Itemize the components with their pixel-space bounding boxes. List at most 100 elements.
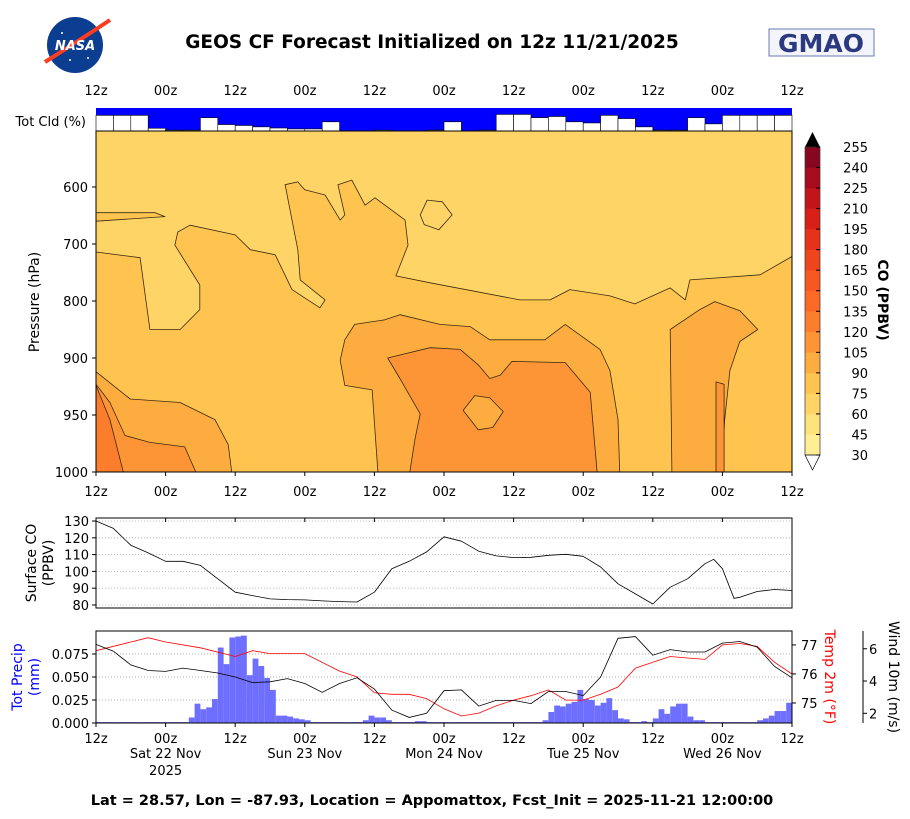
colorbar-segment bbox=[805, 270, 820, 292]
cloud-axis-label: Tot Cld (%) bbox=[15, 115, 86, 130]
cloud-bar bbox=[617, 118, 636, 132]
precip-bar bbox=[235, 636, 241, 723]
time-tick-label: 00z bbox=[711, 485, 735, 500]
top-time-tick-label: 12z bbox=[780, 84, 804, 99]
nasa-logo: NASA bbox=[43, 17, 112, 73]
precip-bar bbox=[304, 720, 311, 723]
cloud-bar bbox=[756, 115, 775, 132]
time-tick-label: 12z bbox=[363, 732, 387, 747]
precip-bar bbox=[275, 715, 282, 723]
precip-bar bbox=[618, 718, 624, 723]
label-line: (mm) bbox=[27, 658, 43, 696]
cloud-bar bbox=[130, 115, 149, 132]
time-tick-label: 12z bbox=[641, 485, 665, 500]
temp-axis-label: Temp 2m (°F) bbox=[821, 629, 837, 725]
colorbar-label: CO (PPBV) bbox=[874, 259, 890, 340]
precip-bar bbox=[774, 711, 781, 723]
top-time-tick-label: 00z bbox=[432, 84, 456, 99]
precip-bar bbox=[571, 701, 578, 723]
precip-bar bbox=[600, 702, 607, 723]
colorbar-tick-label: 165 bbox=[843, 264, 868, 279]
time-tick-label: 12z bbox=[84, 732, 108, 747]
precip-bar bbox=[362, 720, 369, 723]
time-tick-label: 00z bbox=[154, 732, 178, 747]
precip-bar bbox=[565, 703, 572, 723]
contour-region-60-75 bbox=[96, 131, 792, 330]
figure-title: GEOS CF Forecast Initialized on 12z 11/2… bbox=[185, 32, 679, 53]
colorbar-tick-label: 120 bbox=[843, 326, 868, 341]
colorbar-tick-label: 180 bbox=[843, 244, 868, 259]
year-label: 2025 bbox=[149, 764, 182, 779]
precip-bar bbox=[548, 711, 555, 723]
precip-bar bbox=[374, 717, 381, 723]
time-tick-label: 12z bbox=[780, 485, 804, 500]
top-time-tick-label: 12z bbox=[641, 84, 665, 99]
precip-bar bbox=[246, 675, 253, 723]
surface-co-tick-label: 80 bbox=[72, 599, 89, 614]
colorbar-tick-label: 150 bbox=[843, 285, 868, 300]
colorbar-tick-label: 195 bbox=[843, 223, 868, 238]
precip-tick-label: 0.025 bbox=[52, 694, 89, 709]
cloud-bar bbox=[495, 114, 514, 132]
cloud-panel: Tot Cld (%) 12z 00z 12z 00z 12z 00z 12z 00z 12z 00… bbox=[15, 84, 804, 132]
date-label: Sat 22 Nov bbox=[130, 747, 202, 762]
cloud-bar bbox=[687, 117, 706, 132]
cloud-bar bbox=[530, 117, 549, 132]
svg-text:GMAO: GMAO bbox=[778, 29, 864, 58]
pressure-tick-label: 900 bbox=[63, 352, 88, 367]
precip-bar bbox=[223, 664, 230, 723]
precip-bar bbox=[560, 706, 566, 723]
top-time-tick-label: 00z bbox=[572, 84, 596, 99]
precip-bar bbox=[583, 699, 589, 723]
precip-bar bbox=[252, 658, 259, 723]
colorbar-segment bbox=[805, 167, 820, 189]
colorbar-segment bbox=[805, 229, 820, 250]
colorbar-segment bbox=[805, 290, 820, 312]
temp-tick-label: 75 bbox=[801, 697, 818, 712]
colorbar-segment bbox=[805, 352, 820, 374]
cloud-bar bbox=[722, 115, 741, 132]
precip-bar bbox=[652, 718, 659, 723]
time-tick-label: 12z bbox=[780, 732, 804, 747]
precip-bar bbox=[554, 705, 560, 723]
colorbar-segment bbox=[805, 393, 820, 415]
precip-bar bbox=[368, 715, 375, 723]
time-tick-label: 12z bbox=[84, 485, 108, 500]
colorbar-segment bbox=[805, 249, 820, 271]
surface-co-tick-label: 130 bbox=[64, 515, 89, 530]
colorbar-segment bbox=[805, 147, 820, 168]
time-tick-label: 00z bbox=[293, 485, 317, 500]
precip-bar bbox=[664, 713, 671, 723]
time-tick-label: 00z bbox=[293, 732, 317, 747]
label-line: Tot Precip bbox=[10, 643, 26, 712]
contour-region-105-120 bbox=[715, 381, 725, 472]
date-label: Sun 23 Nov bbox=[267, 747, 342, 762]
precip-bar bbox=[258, 665, 265, 723]
precip-bar bbox=[612, 710, 618, 723]
colorbar-frame bbox=[804, 146, 821, 456]
precip-bar bbox=[780, 711, 787, 723]
precip-bar bbox=[757, 720, 763, 723]
precip-bar bbox=[270, 689, 276, 723]
colorbar-segment bbox=[805, 311, 820, 333]
precip-bar bbox=[763, 718, 769, 723]
cloud-bar bbox=[704, 123, 723, 132]
colorbar-tick-label: 45 bbox=[851, 428, 868, 443]
precip-bar bbox=[594, 705, 601, 723]
colorbar-max-arrow bbox=[805, 132, 820, 147]
svg-text:NASA: NASA bbox=[55, 39, 95, 54]
surface-co-frame bbox=[95, 517, 793, 609]
precip-bar bbox=[415, 721, 421, 723]
cloud-bar bbox=[582, 122, 601, 132]
co-contour-panel: 600 700 800 900 950 1000 12z 00z 12z 00z 12z 00z 12z… bbox=[27, 130, 804, 500]
colorbar-tick-label: 240 bbox=[843, 162, 868, 177]
colorbar-tick-label: 60 bbox=[851, 408, 868, 423]
top-time-tick-label: 12z bbox=[224, 84, 248, 99]
time-tick-label: 12z bbox=[641, 732, 665, 747]
precip-bar bbox=[623, 719, 630, 723]
precip-tick-label: 0.050 bbox=[52, 671, 89, 686]
colorbar-segment bbox=[805, 188, 820, 209]
colorbar-min-arrow bbox=[804, 454, 821, 471]
colorbar-segment bbox=[805, 413, 820, 435]
precip-bar bbox=[420, 721, 427, 723]
